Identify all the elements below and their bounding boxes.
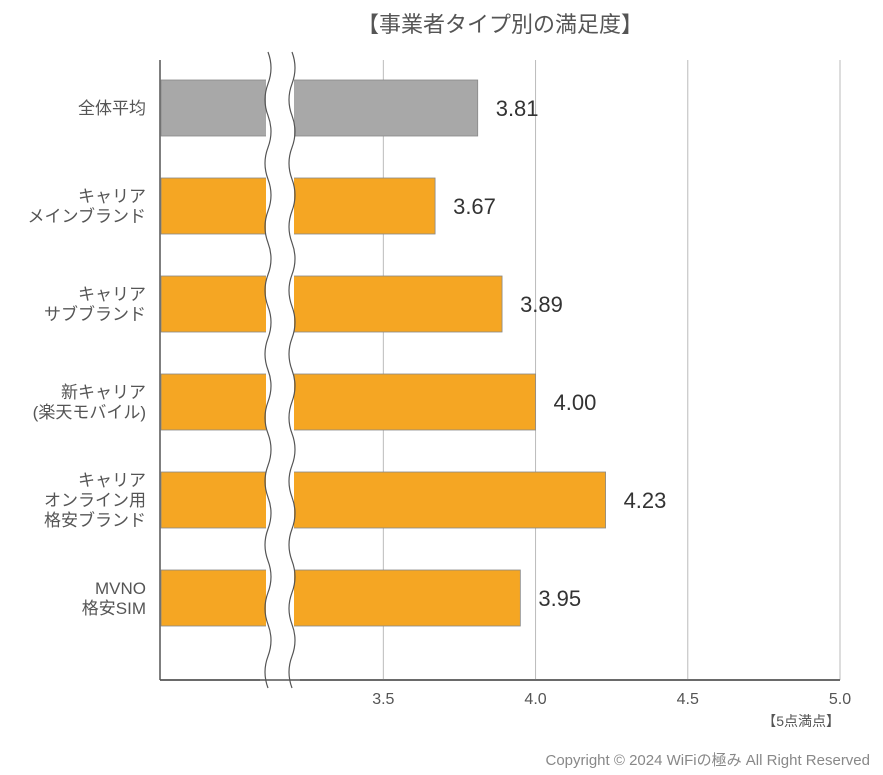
bar-category-label: (楽天モバイル): [33, 403, 146, 422]
bar-category-label: 格安ブランド: [44, 510, 146, 530]
bar-chart: 【事業者タイプ別の満足度】 3.5 4.0 4.5 5.0 3.81 全体平均 3.67 キャリ…: [0, 0, 883, 775]
bar-segment-right: [292, 472, 606, 528]
chart-title: 【事業者タイプ別の満足度】: [357, 12, 643, 37]
bar-category-label: 全体平均: [78, 99, 146, 118]
bar-segment-right: [292, 374, 536, 430]
bar-value-label: 4.00: [554, 390, 597, 415]
x-tick-label: 5.0: [829, 691, 851, 708]
bar-segment-left: [161, 276, 268, 332]
bar-category-label: サブブランド: [44, 304, 146, 324]
bar-segment-left: [161, 178, 268, 234]
chart-container: 【事業者タイプ別の満足度】 3.5 4.0 4.5 5.0 3.81 全体平均 3.67 キャリ…: [0, 0, 883, 775]
copyright-text: Copyright © 2024 WiFiの極み All Right Reser…: [546, 752, 871, 769]
bar-value-label: 3.89: [520, 292, 563, 317]
bar-category-label: キャリア: [78, 471, 146, 490]
bar-segment-right: [292, 178, 435, 234]
bar-category-label: キャリア: [78, 187, 146, 206]
bar-value-label: 3.81: [496, 96, 539, 121]
x-tick-label: 4.5: [677, 691, 699, 708]
bar-segment-left: [161, 570, 268, 626]
bar-category-label: 格安SIM: [82, 599, 146, 618]
bar-segment-left: [161, 472, 268, 528]
bar-category-label: メインブランド: [28, 206, 147, 226]
bar-category-label: 新キャリア: [61, 383, 146, 402]
axis-break-mask-top: [266, 48, 294, 686]
bar-segment-left: [161, 374, 268, 430]
x-tick-label: 3.5: [372, 691, 394, 708]
axis-note: 【5点満点】: [762, 713, 840, 729]
bar-value-label: 4.23: [624, 488, 667, 513]
bar-value-label: 3.95: [538, 586, 581, 611]
bar-segment-right: [292, 570, 520, 626]
x-tick-label: 4.0: [524, 691, 546, 708]
bar-category-label: MVNO: [95, 579, 146, 598]
bar-segment-left: [161, 80, 268, 136]
bar-category-label: キャリア: [78, 285, 146, 304]
bar-value-label: 3.67: [453, 194, 496, 219]
bar-segment-right: [292, 276, 502, 332]
bar-segment-right: [292, 80, 478, 136]
bar-category-label: オンライン用: [44, 491, 146, 510]
